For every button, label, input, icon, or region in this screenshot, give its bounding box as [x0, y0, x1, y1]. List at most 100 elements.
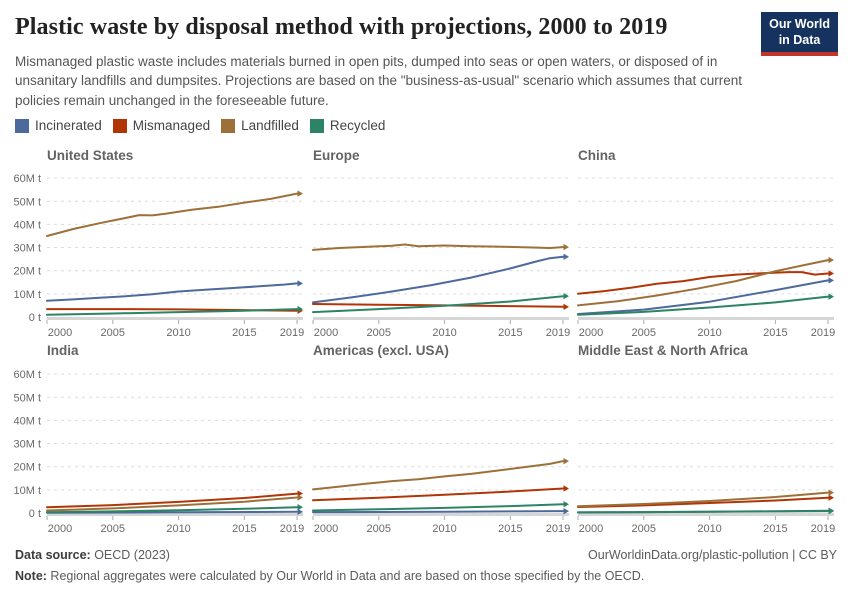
series-end-arrow-icon	[297, 494, 303, 501]
y-tick-label: 20M t	[13, 462, 41, 474]
series-line-landfilled[interactable]	[577, 491, 829, 508]
series-line-mismanaged[interactable]	[46, 492, 298, 509]
series-line-landfilled[interactable]	[312, 243, 564, 251]
x-tick-label: 2000	[48, 327, 72, 339]
note-value: Regional aggregates were calculated by O…	[46, 569, 645, 583]
legend-label: Incinerated	[35, 118, 102, 133]
series-line-recycled[interactable]	[577, 295, 829, 316]
series-line-landfilled[interactable]	[46, 192, 298, 237]
series-line-recycled[interactable]	[312, 295, 564, 314]
gridlines	[578, 373, 836, 491]
chart-united-states[interactable]: 2000 2005 2010 2015 2019 0 t 10M t 20M t 30M t 40…	[1, 168, 313, 344]
legend-label: Mismanaged	[132, 118, 211, 133]
series-end-arrow-icon	[828, 270, 834, 277]
chart-india[interactable]: 2000 2005 2010 2015 2019 0 t 10M t 20M t 30M t 40…	[1, 364, 313, 540]
y-tick-label: 30M t	[13, 243, 41, 255]
chart-title-europe: Europe	[313, 148, 360, 163]
legend-item-landfilled[interactable]: Landfilled	[221, 118, 299, 133]
chart-europe[interactable]: 2000 2005 2010 2015 2019	[305, 168, 579, 344]
series-line-recycled[interactable]	[46, 506, 298, 514]
series-end-arrow-icon	[563, 243, 569, 251]
series-line-mismanaged[interactable]	[577, 271, 829, 295]
x-tick-label: 2010	[432, 523, 456, 535]
gridlines	[47, 373, 305, 491]
legend-item-recycled[interactable]: Recycled	[309, 118, 386, 133]
x-tick-label: 2000	[579, 523, 603, 535]
series-line-mismanaged[interactable]	[312, 487, 564, 502]
legend-item-incinerated[interactable]: Incinerated	[15, 118, 102, 133]
legend-item-mismanaged[interactable]: Mismanaged	[112, 118, 211, 133]
owid-logo-line2: in Data	[778, 32, 821, 47]
x-tick-label: 2019	[280, 327, 304, 339]
x-tick-label: 2015	[763, 327, 787, 339]
gridlines	[47, 177, 305, 295]
series-end-arrow-icon	[297, 508, 303, 516]
x-tick-label: 2000	[314, 523, 338, 535]
x-tick-label: 2015	[763, 523, 787, 535]
x-tick-label: 2019	[546, 327, 570, 339]
series-line-incinerated[interactable]	[312, 255, 564, 304]
chart-americas-excl-usa[interactable]: 2000 2005 2010 2015 2019	[305, 364, 579, 540]
owid-logo-line1: Our World	[769, 17, 830, 31]
series-line-incinerated[interactable]	[46, 282, 298, 302]
series-line-landfilled[interactable]	[577, 259, 829, 307]
y-tick-label: 10M t	[13, 289, 41, 301]
series-end-arrow-icon	[563, 457, 569, 465]
series-end-arrow-icon	[828, 494, 834, 501]
legend-swatch-icon	[221, 118, 236, 133]
series-end-arrow-icon	[563, 253, 569, 261]
x-axis-ticks: 2000 2005 2010 2015 2019	[46, 516, 304, 535]
x-axis-ticks: 2000 2005 2010 2015 2019	[577, 516, 835, 535]
series-line-mismanaged[interactable]	[577, 496, 829, 508]
chart-middle-east-north-africa[interactable]: 2000 2005 2010 2015 2019	[570, 364, 844, 540]
legend-swatch-icon	[112, 118, 127, 133]
series-line-incinerated[interactable]	[577, 279, 829, 315]
chart-title-china: China	[578, 148, 616, 163]
y-tick-label: 60M t	[13, 369, 41, 381]
series-end-arrow-icon	[563, 292, 569, 300]
y-tick-label: 30M t	[13, 439, 41, 451]
data-source-label: Data source:	[15, 548, 91, 562]
x-tick-label: 2000	[314, 327, 338, 339]
series-end-arrow-icon	[297, 190, 303, 197]
series-end-arrow-icon	[297, 305, 303, 313]
series-end-arrow-icon	[828, 277, 834, 284]
chart-china[interactable]: 2000 2005 2010 2015 2019	[570, 168, 844, 344]
y-tick-label: 50M t	[13, 196, 41, 208]
y-tick-label: 60M t	[13, 173, 41, 185]
x-tick-label: 2019	[280, 523, 304, 535]
x-tick-label: 2000	[48, 523, 72, 535]
x-tick-label: 2019	[811, 327, 835, 339]
series-line-landfilled[interactable]	[46, 496, 298, 512]
series-line-recycled[interactable]	[312, 503, 564, 512]
chart-title-india: India	[47, 343, 79, 358]
legend-label: Landfilled	[241, 118, 299, 133]
gridlines	[313, 177, 571, 295]
x-tick-label: 2015	[498, 327, 522, 339]
owid-logo[interactable]: Our World in Data	[761, 12, 838, 57]
y-axis-labels: 0 t 10M t 20M t 30M t 40M t 50M t 60M t	[13, 369, 41, 520]
x-tick-label: 2019	[811, 523, 835, 535]
x-axis-ticks: 2000 2005 2010 2015 2019	[312, 516, 570, 535]
series-line-recycled[interactable]	[577, 510, 829, 514]
y-axis-labels: 0 t 10M t 20M t 30M t 40M t 50M t 60M t	[13, 173, 41, 324]
series-end-arrow-icon	[563, 485, 569, 492]
series-end-arrow-icon	[828, 489, 834, 496]
y-tick-label: 20M t	[13, 266, 41, 278]
x-tick-label: 2010	[697, 327, 721, 339]
series-line-incinerated[interactable]	[312, 510, 564, 514]
gridlines	[313, 373, 571, 491]
chart-title-middle-east-north-africa: Middle East & North Africa	[578, 343, 748, 358]
legend-label: Recycled	[329, 118, 386, 133]
footer-note: Note: Regional aggregates were calculate…	[15, 569, 644, 583]
y-tick-label: 40M t	[13, 415, 41, 427]
owid-url-link[interactable]: OurWorldinData.org/plastic-pollution | C…	[588, 548, 837, 562]
x-tick-label: 2010	[697, 523, 721, 535]
note-label: Note:	[15, 569, 47, 583]
series-line-landfilled[interactable]	[312, 460, 564, 491]
gridlines	[578, 177, 836, 295]
x-tick-label: 2010	[166, 327, 190, 339]
series-line-recycled[interactable]	[46, 308, 298, 316]
y-tick-label: 40M t	[13, 219, 41, 231]
